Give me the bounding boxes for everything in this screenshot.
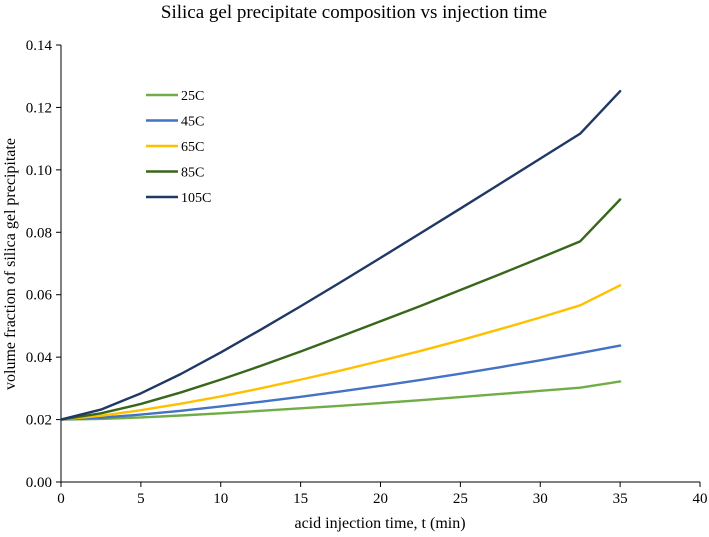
y-tick-label: 0.06 xyxy=(26,288,53,304)
tick-labels: 0 5 10 15 20 25 30 35 40 0.00 0.02 0.04 0.06 0.08 0.10… xyxy=(26,38,708,507)
legend-label-85c: 85C xyxy=(181,166,204,181)
y-tick-label: 0.02 xyxy=(26,413,52,429)
chart-title: Silica gel precipitate composition vs in… xyxy=(161,2,547,23)
series-line-105c xyxy=(59,89,622,421)
y-tick-label: 0.04 xyxy=(26,350,53,366)
legend-label-65c: 65C xyxy=(181,140,204,155)
x-tick-label: 25 xyxy=(453,491,468,507)
y-tick-label: 0.10 xyxy=(26,163,52,179)
x-tick-label: 20 xyxy=(373,491,388,507)
x-tick-label: 0 xyxy=(57,491,65,507)
x-tick-label: 40 xyxy=(693,491,708,507)
series-line-85c xyxy=(59,198,622,421)
x-tick-label: 5 xyxy=(137,491,145,507)
series-lines xyxy=(59,89,622,421)
legend-label-25c: 25C xyxy=(181,89,204,104)
y-tick-label: 0.08 xyxy=(26,225,52,241)
y-tick-label: 0.00 xyxy=(26,475,52,491)
x-axis-label: acid injection time, t (min) xyxy=(294,515,465,532)
y-tick-label: 0.14 xyxy=(26,38,53,54)
series-line-25c xyxy=(59,380,622,421)
x-tick-label: 10 xyxy=(213,491,228,507)
x-tick-label: 35 xyxy=(613,491,628,507)
y-axis-label: volume fraction of silica gel precipitat… xyxy=(2,138,19,390)
series-line-45c xyxy=(59,344,622,421)
legend: 25C 45C 65C 85C 105C xyxy=(146,89,211,206)
y-tick-label: 0.12 xyxy=(26,100,52,116)
x-tick-label: 30 xyxy=(533,491,548,507)
legend-label-105c: 105C xyxy=(181,191,211,206)
x-tick-label: 15 xyxy=(293,491,308,507)
legend-label-45c: 45C xyxy=(181,115,204,130)
series-line-65c xyxy=(59,284,622,421)
